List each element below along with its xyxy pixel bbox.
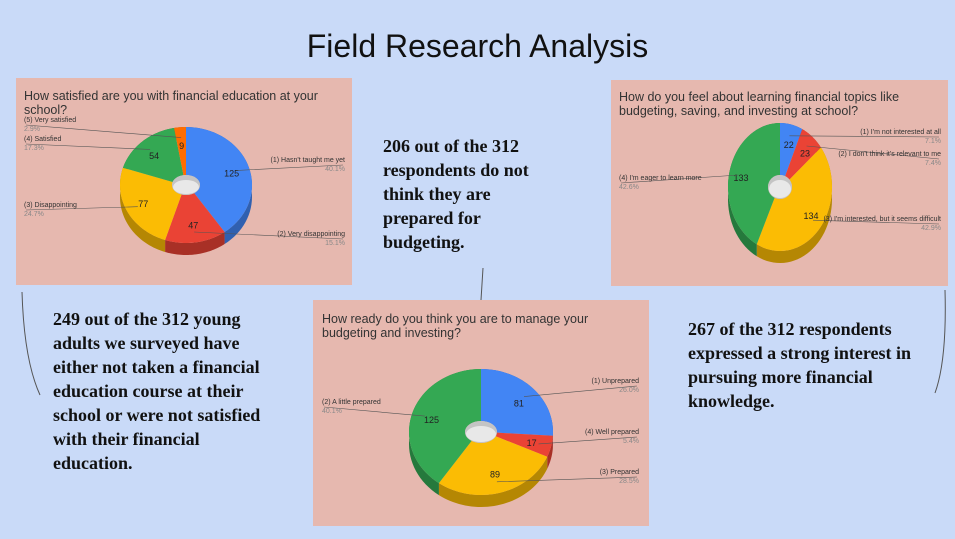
pie-value-label: 47 — [188, 221, 198, 231]
pie-hole-inner — [466, 426, 496, 442]
pie-category-label: (2) A little prepared — [322, 399, 381, 406]
pie-leader-line — [237, 164, 344, 171]
pie-slice — [122, 127, 184, 183]
pie-slice — [165, 193, 225, 243]
pie-slice — [728, 123, 780, 245]
satisfaction-pie-chart: 125 (1) Hasn't taught me yet 40.1% 47 (2) Ve… — [24, 117, 346, 255]
pie-slice — [756, 147, 832, 251]
pie-category-label: (1) Unprepared — [592, 378, 640, 385]
pie-leader-line — [538, 436, 638, 445]
pie-value-label: 22 — [784, 140, 794, 150]
interest-chart-panel: How do you feel about learning financial… — [611, 80, 948, 286]
pie-percent-label: 42.9% — [921, 225, 941, 232]
pie-value-label: 9 — [179, 141, 184, 151]
pie-slice — [481, 369, 553, 436]
right-summary-note: 267 of the 312 respondents expressed a s… — [688, 319, 911, 411]
pie-value-label: 23 — [800, 149, 810, 159]
pie-value-label: 54 — [149, 151, 159, 161]
page-title: Field Research Analysis — [306, 28, 649, 64]
right-connector — [934, 289, 946, 394]
pie-category-label: (3) Disappointing — [24, 202, 77, 209]
pie-percent-label: 7.4% — [925, 160, 941, 167]
pie-slice — [409, 369, 481, 484]
pie-slices — [728, 123, 832, 251]
pie-value-label: 125 — [424, 415, 439, 425]
pie-percent-label: 24.7% — [24, 211, 44, 218]
pie-slice — [780, 123, 803, 177]
pie-category-label: (1) I'm not interested at all — [860, 129, 941, 136]
pie-value-label: 134 — [803, 211, 818, 221]
pie-percent-label: 28.5% — [619, 478, 639, 485]
pie-value-label: 77 — [138, 199, 148, 209]
pie-leader-line — [194, 231, 344, 240]
pie-percent-label: 40.1% — [325, 166, 345, 173]
pie-leader-line — [25, 124, 182, 138]
pie-leader-line — [806, 145, 940, 160]
pie-slice-side — [120, 167, 166, 253]
pie-category-label: (5) Very satisfied — [24, 117, 76, 124]
pie-hole-inner — [769, 180, 791, 198]
left-summary-note: 249 out of the 312 young adults we surve… — [53, 309, 261, 473]
pie-hole-inner — [173, 180, 199, 194]
pie-category-label: (2) I don't think it's relevant to me — [838, 151, 941, 158]
readiness-pie-chart: 81 (1) Unprepared 26.0% 17 (4) Well prepared… — [322, 369, 640, 507]
readiness-chart-title: How ready do you think you are to manage… — [322, 312, 589, 340]
pie-slices — [120, 127, 252, 243]
pie-category-label: (2) Very disappointing — [277, 231, 345, 238]
pie-leader-line — [789, 135, 940, 138]
pie-slice — [174, 127, 186, 176]
pie-leader-line — [25, 206, 138, 211]
interest-pie-chart: 22 (1) I'm not interested at all 7.1% 23 (2)… — [619, 123, 941, 263]
pie-leader-line — [323, 406, 425, 417]
pie-percent-label: 42.6% — [619, 184, 639, 191]
pie-value-label: 89 — [490, 469, 500, 479]
pie-slice-side — [547, 435, 553, 469]
pie-leader-line — [620, 174, 739, 184]
pie-percent-label: 5.4% — [623, 438, 639, 445]
pie-slice — [120, 167, 182, 241]
readiness-chart-panel: How ready do you think you are to manage… — [313, 300, 649, 526]
pie-slice — [785, 129, 821, 180]
pie-category-label: (3) I'm interested, but it seems difficu… — [823, 216, 941, 223]
pie-slice — [495, 432, 553, 457]
pie-leader-line — [496, 476, 638, 483]
pie-value-label: 125 — [224, 169, 239, 179]
left-connector — [21, 291, 41, 396]
pie-percent-label: 40.1% — [322, 408, 342, 415]
pie-category-label: (3) Prepared — [600, 469, 639, 476]
pie-category-label: (4) Satisfied — [24, 136, 61, 143]
pie-slice — [438, 436, 548, 495]
pie-category-label: (4) I'm eager to learn more — [619, 175, 702, 182]
pie-slice-side — [165, 232, 225, 255]
middle-summary-note: 206 out of the 312 respondents do not th… — [383, 136, 529, 252]
pie-slices — [409, 369, 553, 495]
middle-connector — [480, 267, 484, 301]
pie-value-label: 133 — [734, 173, 749, 183]
pie-value-label: 17 — [527, 438, 537, 448]
pie-leader-line — [25, 143, 151, 150]
satisfaction-chart-panel: How satisfied are you with financial edu… — [16, 78, 352, 285]
satisfaction-chart-title: How satisfied are you with financial edu… — [24, 89, 318, 117]
pie-value-label: 81 — [514, 399, 524, 409]
pie-slice-side — [438, 456, 548, 507]
interest-chart-title: How do you feel about learning financial… — [619, 90, 900, 118]
pie-percent-label: 7.1% — [925, 138, 941, 145]
pie-percent-label: 2.9% — [24, 126, 40, 133]
pie-percent-label: 26.0% — [619, 387, 639, 394]
pie-leader-line — [812, 219, 940, 225]
pie-category-label: (4) Well prepared — [585, 429, 639, 436]
pie-category-label: (1) Hasn't taught me yet — [271, 157, 346, 164]
pie-percent-label: 15.1% — [325, 240, 345, 247]
pie-slice — [186, 127, 252, 233]
pie-percent-label: 17.3% — [24, 145, 44, 152]
pie-leader-line — [523, 385, 638, 397]
